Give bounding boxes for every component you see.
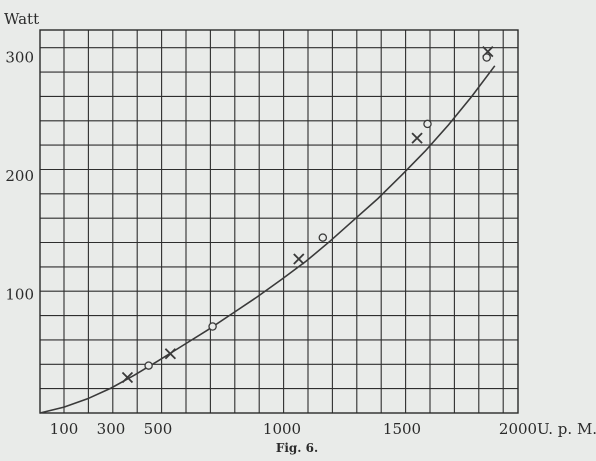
x-tick-label: 2000 bbox=[499, 420, 537, 438]
x-tick-label: 100 bbox=[50, 420, 79, 438]
data-point-circle bbox=[144, 361, 153, 370]
y-axis-label: Watt bbox=[4, 10, 39, 28]
x-tick-label: 500 bbox=[144, 420, 173, 438]
chart-grid bbox=[40, 30, 518, 414]
data-point-cross bbox=[121, 371, 134, 384]
x-axis-label: U. p. M. bbox=[537, 420, 596, 438]
fitted-curve-line bbox=[39, 65, 496, 414]
x-tick-label: 1500 bbox=[383, 420, 421, 438]
x-tick-label: 300 bbox=[97, 420, 126, 438]
data-point-cross bbox=[411, 132, 423, 144]
tick-labels: 100 300 500 1000 1500 2000 100 200 300 bbox=[5, 49, 537, 439]
data-point-circle bbox=[318, 233, 328, 242]
y-tick-label: 100 bbox=[5, 286, 34, 304]
figure-caption: Fig. 6. bbox=[276, 441, 318, 455]
data-points bbox=[121, 45, 494, 384]
fitted-curve bbox=[39, 65, 496, 414]
cross-stroke bbox=[164, 348, 177, 360]
plot-frame bbox=[39, 29, 519, 414]
data-point-cross bbox=[164, 348, 177, 360]
y-tick-label: 200 bbox=[5, 167, 34, 185]
cross-stroke bbox=[121, 371, 134, 384]
data-point-cross bbox=[293, 253, 305, 265]
data-point-circle bbox=[482, 53, 491, 62]
plot-border bbox=[39, 29, 519, 414]
x-tick-label: 1000 bbox=[263, 420, 301, 438]
y-tick-label: 300 bbox=[5, 49, 34, 67]
data-point-circle bbox=[208, 322, 217, 331]
cross-stroke bbox=[411, 132, 423, 144]
cross-stroke bbox=[293, 253, 305, 265]
data-point-circle bbox=[423, 119, 432, 129]
